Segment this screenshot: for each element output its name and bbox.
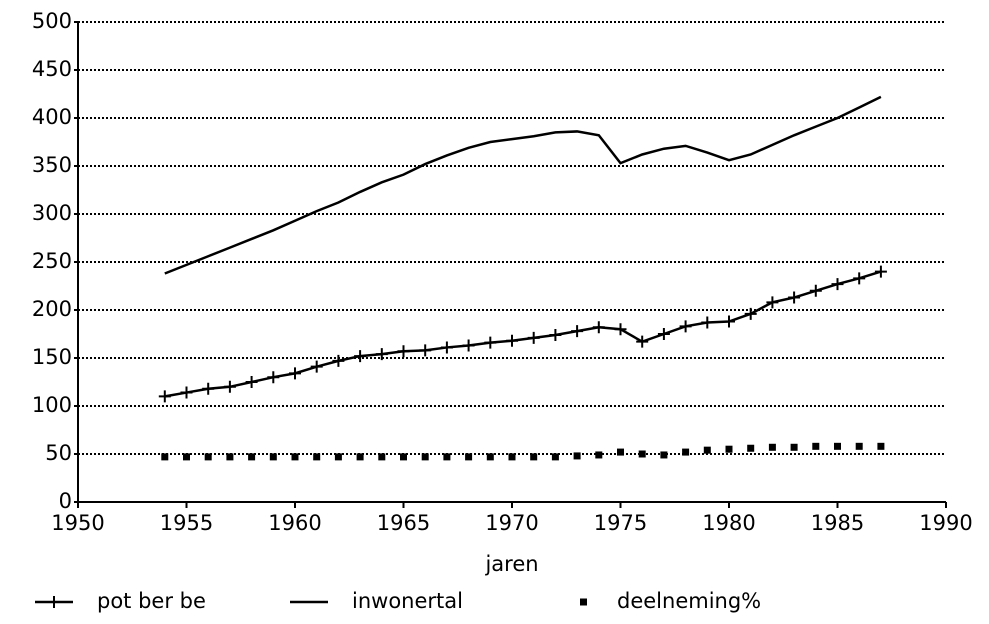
point bbox=[790, 443, 798, 451]
point bbox=[443, 453, 451, 461]
legend-label: deelneming% bbox=[617, 589, 761, 613]
y-tick-label: 400 bbox=[32, 105, 72, 129]
marker bbox=[440, 341, 453, 354]
marker bbox=[375, 348, 388, 361]
point bbox=[421, 453, 429, 461]
point bbox=[703, 446, 711, 454]
point bbox=[638, 450, 646, 458]
marker bbox=[831, 278, 844, 291]
marker bbox=[701, 316, 714, 329]
marker bbox=[679, 320, 692, 333]
point bbox=[747, 444, 755, 452]
marker bbox=[419, 344, 432, 357]
marker bbox=[397, 345, 410, 358]
point bbox=[378, 453, 386, 461]
marker bbox=[853, 272, 866, 285]
marker bbox=[527, 331, 540, 344]
point bbox=[334, 453, 342, 461]
marker bbox=[180, 386, 193, 399]
marker bbox=[484, 336, 497, 349]
point bbox=[183, 453, 190, 461]
point bbox=[660, 451, 668, 459]
marker bbox=[723, 315, 735, 328]
legend-label: pot ber be bbox=[97, 589, 206, 613]
marker bbox=[202, 382, 215, 395]
point bbox=[508, 453, 516, 461]
point bbox=[248, 453, 256, 461]
marker bbox=[874, 265, 887, 278]
x-tick-label: 1955 bbox=[160, 511, 213, 535]
marker bbox=[310, 360, 323, 373]
point bbox=[400, 453, 407, 461]
point bbox=[725, 445, 733, 453]
point bbox=[356, 453, 364, 461]
point bbox=[551, 453, 559, 461]
x-tick-label: 1950 bbox=[51, 511, 104, 535]
marker bbox=[462, 339, 475, 352]
point bbox=[617, 448, 624, 456]
marker bbox=[267, 371, 280, 384]
y-tick-label: 500 bbox=[32, 9, 72, 33]
point bbox=[269, 453, 277, 461]
marker bbox=[332, 354, 345, 367]
x-tick-label: 1970 bbox=[485, 511, 538, 535]
y-tick-label: 250 bbox=[32, 249, 72, 273]
marker bbox=[223, 380, 236, 393]
y-tick-label: 350 bbox=[32, 153, 72, 177]
marker bbox=[809, 284, 822, 297]
marker bbox=[245, 376, 258, 388]
point bbox=[812, 442, 820, 450]
marker bbox=[506, 334, 518, 347]
y-tick-label: 100 bbox=[32, 393, 72, 417]
legend-label: inwonertal bbox=[352, 589, 463, 613]
point bbox=[834, 442, 841, 450]
marker bbox=[766, 296, 779, 309]
point bbox=[530, 453, 538, 461]
point bbox=[486, 453, 494, 461]
y-tick-label: 0 bbox=[59, 489, 72, 513]
point bbox=[313, 453, 321, 461]
point bbox=[595, 451, 603, 459]
y-tick-label: 300 bbox=[32, 201, 72, 225]
x-tick-label: 1960 bbox=[268, 511, 321, 535]
marker bbox=[614, 323, 627, 336]
x-axis-label: jaren bbox=[484, 552, 538, 576]
marker bbox=[636, 335, 649, 348]
point bbox=[226, 453, 234, 461]
marker bbox=[549, 328, 562, 341]
x-tick-label: 1975 bbox=[594, 511, 647, 535]
marker bbox=[48, 596, 60, 608]
point bbox=[768, 443, 776, 451]
point bbox=[855, 442, 863, 450]
point bbox=[682, 448, 690, 456]
marker bbox=[289, 367, 301, 380]
y-tick-label: 200 bbox=[32, 297, 72, 321]
x-tick-label: 1965 bbox=[377, 511, 430, 535]
marker bbox=[158, 390, 171, 403]
marker bbox=[657, 328, 670, 340]
marker bbox=[354, 350, 367, 363]
point bbox=[465, 453, 473, 461]
marker bbox=[744, 307, 757, 320]
y-tick-label: 450 bbox=[32, 57, 72, 81]
marker bbox=[788, 291, 801, 304]
point bbox=[291, 453, 299, 461]
point bbox=[877, 442, 885, 450]
marker bbox=[592, 321, 605, 334]
x-tick-label: 1990 bbox=[919, 511, 972, 535]
y-tick-label: 50 bbox=[45, 441, 72, 465]
line bbox=[164, 270, 882, 398]
line bbox=[164, 95, 882, 275]
point bbox=[573, 452, 581, 460]
point bbox=[204, 453, 212, 461]
x-tick-label: 1980 bbox=[702, 511, 755, 535]
marker bbox=[571, 325, 584, 338]
point bbox=[161, 453, 169, 461]
x-tick-label: 1985 bbox=[811, 511, 864, 535]
legend-swatch bbox=[580, 598, 587, 606]
y-tick-label: 150 bbox=[32, 345, 72, 369]
